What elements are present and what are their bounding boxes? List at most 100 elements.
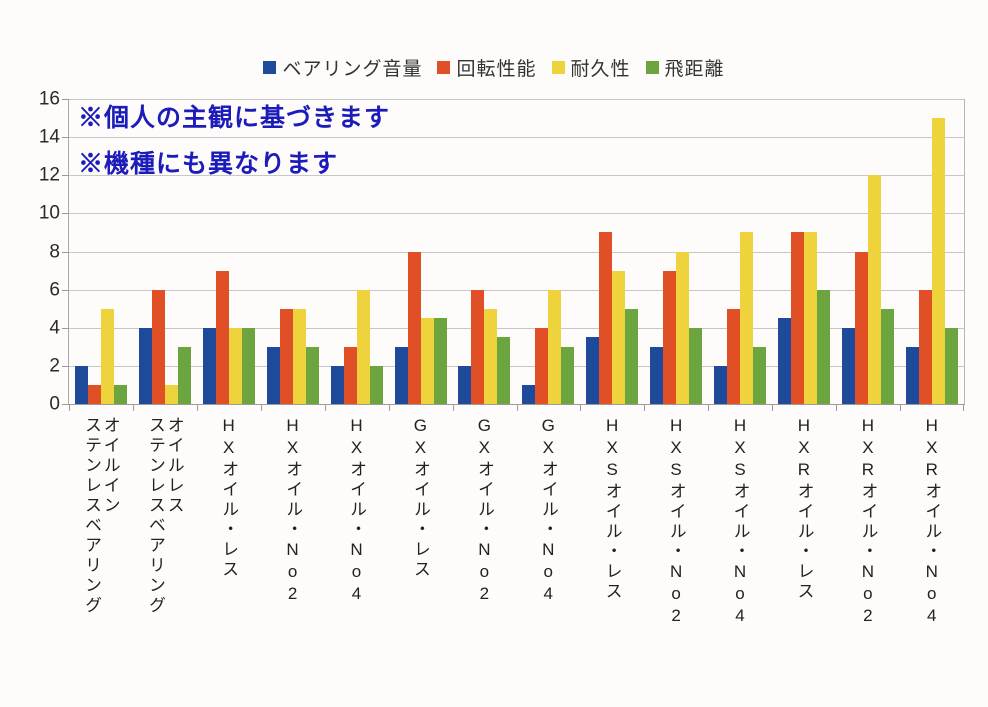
bar [394, 346, 408, 404]
y-tick-label: 6 [49, 279, 60, 301]
y-tick-label: 2 [49, 355, 60, 377]
y-tick-label: 0 [49, 393, 60, 415]
y-tick-mark [62, 365, 69, 367]
bar-group-9 [644, 99, 708, 404]
bar [625, 308, 639, 404]
x-category-label-text: HXSオイル・レス [602, 416, 622, 602]
y-tick-mark [62, 175, 69, 177]
x-tick-mark [132, 404, 134, 411]
plot-area [62, 99, 965, 411]
bar [343, 346, 357, 404]
x-category-label-10: HXSオイル・No4 [707, 416, 771, 628]
bar [164, 384, 178, 404]
bar [305, 346, 319, 404]
x-category-label-13: HXRオイル・No4 [899, 416, 963, 628]
bar-group-5 [389, 99, 453, 404]
x-tick-mark [196, 404, 198, 411]
x-category-label-text: HXSオイル・No2 [666, 416, 686, 628]
x-category-label-text: オイルイン ステンレスベアリング [81, 416, 120, 616]
x-category-label-7: GXオイル・No4 [515, 416, 579, 606]
y-tick-label: 4 [49, 317, 60, 339]
y-tick-mark [62, 327, 69, 329]
y-tick-label: 16 [38, 88, 60, 110]
bar [650, 346, 664, 404]
x-category-label-text: GXオイル・No4 [538, 416, 558, 606]
x-category-label-text: HXRオイル・No4 [922, 416, 942, 628]
bar [279, 308, 293, 404]
x-category-label-12: HXRオイル・No2 [835, 416, 899, 628]
legend-swatch-icon [263, 61, 277, 74]
bar [497, 337, 511, 404]
bar [241, 327, 255, 404]
y-tick-mark [62, 99, 69, 100]
bar [228, 327, 242, 404]
bar [689, 327, 703, 404]
y-tick-label: 8 [49, 241, 60, 262]
bar [842, 327, 856, 404]
bar [944, 327, 958, 404]
x-tick-mark [772, 404, 774, 411]
x-category-label-9: HXSオイル・No2 [643, 416, 707, 628]
bar-group-11 [772, 99, 836, 404]
x-tick-mark [963, 404, 964, 411]
gridline [69, 251, 964, 253]
bar [420, 318, 434, 404]
x-category-label-4: HXオイル・No4 [324, 416, 388, 606]
x-category-label-11: HXRオイル・レス [771, 416, 835, 602]
bar [266, 346, 280, 404]
gridline [69, 289, 964, 291]
bar-group-10 [708, 99, 772, 404]
x-tick-mark [452, 404, 454, 411]
x-tick-mark [388, 404, 390, 411]
x-tick-mark [644, 404, 646, 411]
bar [202, 327, 216, 404]
gridline [69, 213, 964, 215]
bar-group-3 [261, 99, 325, 404]
x-category-label-text: HXRオイル・No2 [858, 416, 878, 628]
bar [356, 289, 370, 404]
bar [612, 270, 626, 404]
bar [177, 346, 191, 404]
bar-group-8 [580, 99, 644, 404]
x-category-label-5: GXオイル・レス [388, 416, 452, 580]
legend-swatch-icon [437, 61, 451, 74]
bar [471, 289, 485, 404]
bar-group-13 [900, 99, 964, 404]
x-category-label-text: HXオイル・レス [219, 416, 239, 580]
gridline [69, 137, 964, 139]
bar [369, 365, 383, 404]
x-tick-mark [836, 404, 838, 411]
bar [727, 308, 741, 404]
chart-legend: ベアリング音量 回転性能 耐久性 飛距離 [0, 54, 988, 81]
x-category-label-2: HXオイル・レス [196, 416, 260, 580]
x-category-label-text: HXオイル・No4 [346, 416, 366, 606]
bar [484, 308, 498, 404]
bar [714, 365, 728, 404]
x-category-label-text: GXオイル・レス [410, 416, 430, 580]
bar [676, 251, 690, 404]
bar-group-6 [453, 99, 517, 404]
x-category-label-text: オイルレス ステンレスベアリング [145, 416, 184, 616]
bar [330, 365, 344, 404]
x-category-label-8: HXSオイル・レス [579, 416, 643, 602]
y-tick-label: 14 [38, 126, 60, 148]
bar [881, 308, 895, 404]
bar [663, 270, 677, 404]
x-tick-mark [324, 404, 326, 411]
bar [292, 308, 306, 404]
bar [113, 384, 127, 404]
x-tick-mark [580, 404, 582, 411]
y-tick-label: 12 [38, 164, 60, 186]
gridline [69, 175, 964, 177]
bar [753, 346, 767, 404]
legend-label: ベアリング音量 [282, 59, 423, 80]
legend-item-1: 回転性能 [437, 54, 536, 81]
x-category-label-text: HXRオイル・レス [794, 416, 814, 602]
bar [778, 318, 792, 404]
bar-group-1 [133, 99, 197, 404]
x-tick-mark [69, 404, 70, 411]
y-tick-label: 10 [38, 202, 60, 224]
bar [138, 327, 152, 404]
bar-group-2 [197, 99, 261, 404]
